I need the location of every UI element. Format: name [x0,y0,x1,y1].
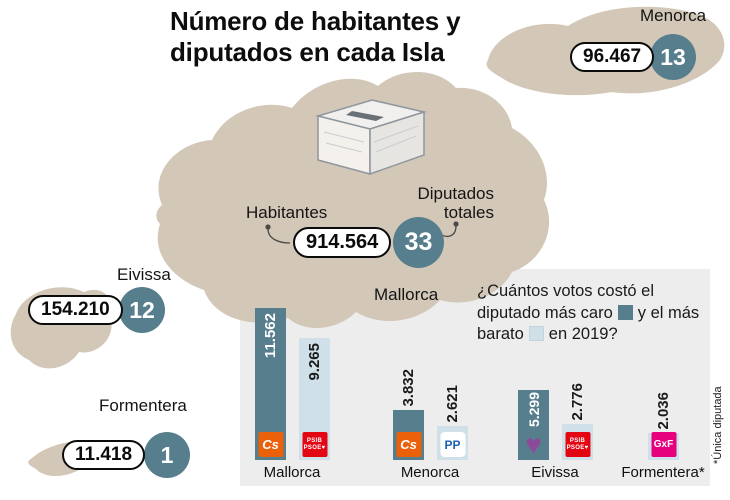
bar-value: 11.562 [262,313,279,359]
footnote-unica-diputada: *Única diputada [712,386,724,464]
chart-question: ¿Cuántos votos costó el diputado más car… [477,281,715,346]
bar-value-wrap: 5.299 [518,392,549,427]
bar-value: 3.832 [400,369,417,407]
formentera-habitantes-pill: 11.418 [62,440,146,470]
habitantes-connector-line [267,228,291,244]
gxf-logo: GxF [651,432,676,457]
legend-square-barato [528,326,544,341]
cs-logo: Cs [396,432,421,457]
psib-psoe-logo-line2: PSOE♥ [303,444,326,451]
question-part1: ¿Cuántos votos costó el diputado más car… [477,282,655,322]
bar-eivissa-mas-caro: 5.299 ♥ [518,390,549,460]
habitantes-label: Habitantes [246,203,328,222]
bar-value-wrap: 9.265 [299,343,330,381]
bar-formentera-unica: 2.036 GxF [648,392,679,460]
psib-psoe-logo: PSIB PSOE♥ [565,432,590,457]
menorca-label: Menorca [640,6,707,25]
bar-value-wrap: 2.036 [648,392,679,430]
bar-menorca-mas-barato: 2.621 PP [437,385,468,460]
eivissa-habitantes-pill: 154.210 [28,295,123,325]
category-formentera: Formentera* [621,464,705,481]
formentera-diputados-badge: 1 [144,432,190,478]
bar-value: 9.265 [306,343,323,381]
mallorca-label: Mallorca [374,285,439,304]
psib-psoe-logo: PSIB PSOE♥ [302,432,327,457]
bar-value: 2.776 [569,383,586,421]
psib-psoe-logo-line1: PSIB [306,437,323,444]
category-menorca: Menorca [400,464,460,481]
formentera-label: Formentera [99,396,187,415]
bar-value: 5.299 [525,392,542,428]
cs-logo: Cs [258,432,283,457]
mallorca-island-shape [156,72,550,329]
category-eivissa: Eivissa [531,464,579,481]
page-title: Número de habitantes y diputados en cada… [170,6,461,67]
mallorca-diputados-badge: 33 [393,217,444,268]
psib-psoe-logo-line1: PSIB [569,437,586,444]
bar-value-wrap: 11.562 [255,313,286,358]
category-mallorca: Mallorca [263,464,321,481]
bar-value-wrap: 2.776 [562,383,593,421]
mallorca-habitantes-pill: 914.564 [293,227,392,258]
bar-value-wrap: 3.832 [393,369,424,407]
menorca-habitantes-pill: 96.467 [570,42,655,72]
eivissa-label: Eivissa [117,265,171,284]
habitantes-connector-dot [265,224,271,230]
psib-psoe-logo-line2: PSOE♥ [566,444,589,451]
bar-mallorca-mas-barato: 9.265 PSIB PSOE♥ [299,338,330,460]
bar-mallorca-mas-caro: 11.562 Cs [255,308,286,460]
pp-logo: PP [440,432,465,457]
diputados-totales-label: Diputados totales [417,184,494,222]
bar-menorca-mas-caro: 3.832 Cs [393,369,424,460]
question-part2: y el más barato [477,303,700,344]
podemos-heart-icon: ♥ [525,429,542,460]
bar-value-wrap: 2.621 [437,385,468,423]
bar-eivissa-mas-barato: 2.776 PSIB PSOE♥ [562,383,593,460]
eivissa-diputados-badge: 12 [119,287,165,333]
diputados-connector-dot [453,221,459,227]
menorca-diputados-badge: 13 [650,34,696,80]
ballot-box-icon [315,99,427,176]
question-part3: en 2019? [548,325,618,343]
bar-value: 2.036 [655,392,672,430]
bar-value: 2.621 [444,385,461,423]
legend-square-caro [617,304,633,320]
